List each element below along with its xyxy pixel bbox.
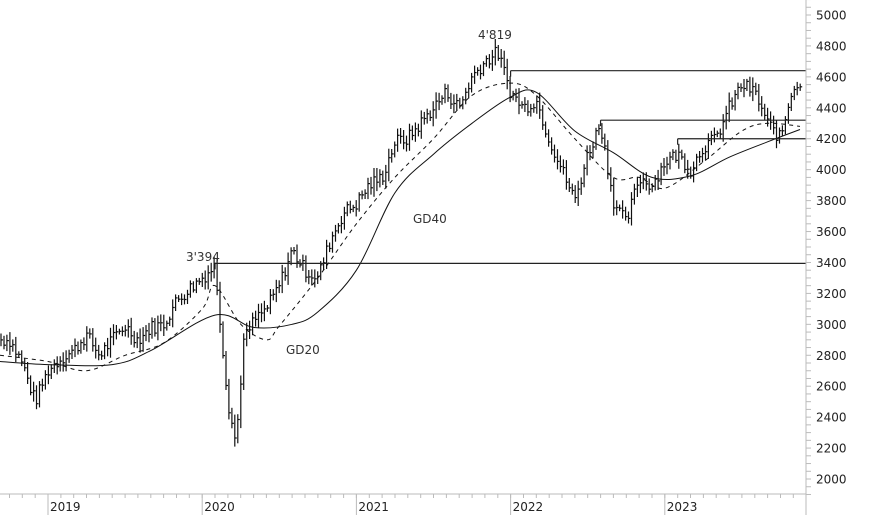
y-tick-label: 3800 <box>816 194 847 208</box>
y-tick-label: 2000 <box>816 473 847 487</box>
y-tick-label: 2800 <box>816 349 847 363</box>
gd20-line <box>0 82 801 372</box>
y-tick-label: 2400 <box>816 411 847 425</box>
resistance-lines <box>214 70 806 270</box>
x-tick-label: 2019 <box>50 500 81 514</box>
y-tick-label: 2200 <box>816 442 847 456</box>
label-peak-2022: 4'819 <box>478 28 512 42</box>
x-axis: 2019 2020 2021 2022 2023 <box>0 493 806 515</box>
y-tick-label: 3200 <box>816 287 847 301</box>
y-tick-label: 3600 <box>816 225 847 239</box>
moving-averages <box>0 82 801 372</box>
label-gd40: GD40 <box>413 212 447 226</box>
y-tick-label: 5000 <box>816 9 847 23</box>
label-peak-2020: 3'394 <box>186 250 220 264</box>
x-tick-label: 2020 <box>204 500 235 514</box>
y-tick-label: 4400 <box>816 101 847 115</box>
y-tick-label: 4800 <box>816 39 847 53</box>
gd40-line <box>0 89 801 367</box>
x-tick-label: 2021 <box>358 500 389 514</box>
price-bars <box>0 39 803 447</box>
y-tick-label: 2600 <box>816 380 847 394</box>
x-tick-label: 2023 <box>667 500 698 514</box>
y-tick-label: 3400 <box>816 256 847 270</box>
y-tick-label: 3000 <box>816 318 847 332</box>
label-gd20: GD20 <box>286 343 320 357</box>
y-tick-label: 4000 <box>816 163 847 177</box>
y-tick-label: 4600 <box>816 70 847 84</box>
y-tick-label: 4200 <box>816 132 847 146</box>
y-axis: 2000 2200 2400 2600 2800 3000 3200 3400 3600 3800… <box>805 0 847 515</box>
x-tick-label: 2022 <box>513 500 544 514</box>
